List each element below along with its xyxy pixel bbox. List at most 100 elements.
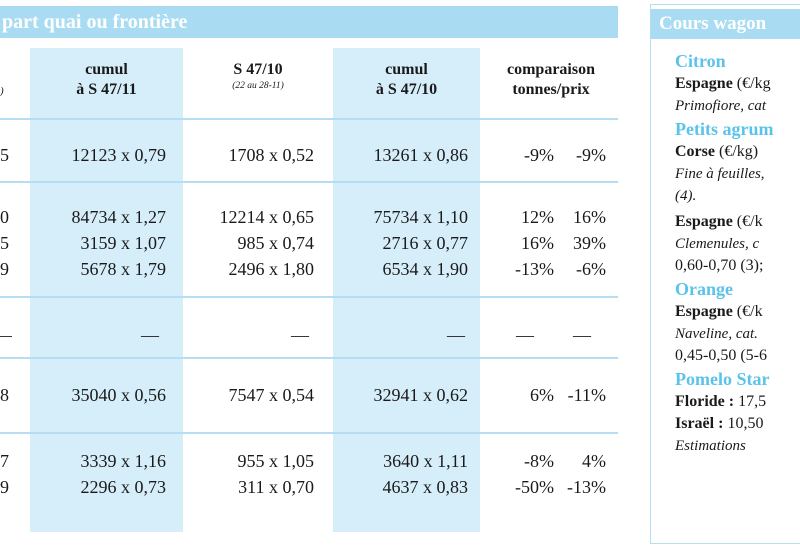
cell-cumul-10: 6534 x 1,90 — [382, 259, 469, 279]
cell-pct-tonnes: 12% — [521, 207, 554, 227]
variety-line: Fine à feuilles, — [675, 166, 765, 182]
cell-s47-10: 12214 x 0,65 — [219, 207, 315, 227]
header-line1: cumul — [85, 61, 128, 78]
fruit-heading-pomelo: Pomelo Star — [675, 369, 770, 389]
column-band-cumul-11 — [30, 48, 183, 532]
cell-pct-prix: 4% — [582, 451, 606, 471]
cell-pct-tonnes: 16% — [521, 233, 554, 253]
sidebar-title: Cours wagon — [651, 9, 800, 39]
divider — [0, 181, 618, 183]
column-band-cumul-10 — [333, 48, 480, 532]
row-edge-value: 0 — [0, 207, 9, 227]
cell-pct-prix: -9% — [576, 145, 606, 165]
unit-label: (€/kg) — [714, 143, 759, 160]
row-edge-value: 9 — [0, 477, 9, 497]
table-title: part quai ou frontière — [0, 6, 618, 38]
variety-line: (4). — [675, 188, 697, 204]
row-edge-value: 9 — [0, 259, 9, 279]
header-s47-10: S 47/10 (22 au 28-11) — [183, 60, 333, 92]
origin-name: Espagne — [675, 303, 733, 320]
cell-pct-prix: -13% — [567, 477, 606, 497]
origin-name: Israël : — [675, 415, 724, 432]
header-cumul-s47-11: cumul à S 47/11 — [30, 60, 183, 100]
cell-cumul-11: 84734 x 1,27 — [71, 207, 167, 227]
origin-line: Floride : 17,5 — [675, 391, 800, 413]
cell-pct-tonnes: — — [516, 325, 534, 345]
header-comparaison: comparaison tonnes/prix — [484, 60, 618, 100]
cell-s47-10: 1708 x 0,52 — [228, 145, 315, 165]
row-edge-value: 8 — [0, 385, 9, 405]
row-edge-value: 7 — [0, 451, 9, 471]
unit-label: (€/k — [732, 303, 763, 320]
origin-line: Israël : 10,50 — [675, 413, 800, 435]
divider — [0, 296, 618, 298]
origin-name: Espagne — [675, 213, 733, 230]
origin-line: Espagne (€/kg — [675, 73, 800, 95]
price-line: 0,60-0,70 (3); — [675, 257, 764, 274]
cell-s47-10: 311 x 0,70 — [238, 477, 314, 497]
divider — [0, 118, 618, 120]
fruit-heading-orange: Orange — [675, 279, 733, 299]
unit-label: (€/k — [732, 213, 763, 230]
cell-pct-tonnes: -8% — [524, 451, 554, 471]
sidebar-body: Citron Espagne (€/kg Primofiore, cat Pet… — [675, 49, 800, 457]
origin-line: Espagne (€/k — [675, 211, 800, 233]
origin-name: Floride : — [675, 393, 735, 410]
cell-cumul-11: 3159 x 1,07 — [80, 233, 167, 253]
cell-s47-10: 2496 x 1,80 — [228, 259, 315, 279]
cell-s47-10: — — [291, 325, 309, 345]
cell-pct-tonnes: 6% — [530, 385, 554, 405]
variety-line: Clemenules, c — [675, 236, 760, 252]
row-edge-value: 5 — [0, 233, 9, 253]
cell-cumul-11: 2296 x 0,73 — [80, 477, 167, 497]
cell-s47-10: 955 x 1,05 — [237, 451, 315, 471]
cell-cumul-10: 3640 x 1,11 — [383, 451, 468, 471]
header-line1: cumul — [385, 61, 428, 78]
cell-pct-tonnes: -50% — [515, 477, 554, 497]
cell-cumul-11: — — [141, 325, 159, 345]
header-line2: à S 47/10 — [375, 81, 438, 98]
cell-cumul-10: 75734 x 1,10 — [373, 207, 469, 227]
origin-name: Corse — [675, 143, 715, 160]
row-edge-value: — — [0, 324, 12, 346]
price-value: 10,50 — [723, 415, 764, 432]
header-line1: S 47/10 — [233, 61, 283, 78]
cell-cumul-10: 13261 x 0,86 — [373, 145, 469, 165]
variety-line: Naveline, cat. — [675, 326, 758, 342]
price-line: 0,45-0,50 (5-6 — [675, 347, 767, 364]
header-line1: comparaison — [507, 61, 595, 78]
header-subline: (22 au 28-11) — [232, 81, 284, 91]
origin-line: Corse (€/kg) — [675, 141, 800, 163]
cell-pct-prix: -11% — [567, 385, 606, 405]
estimations-note: Estimations — [675, 438, 746, 454]
fruit-heading-petits-agrumes: Petits agrum — [675, 119, 774, 139]
cell-pct-tonnes: -9% — [524, 145, 554, 165]
cell-pct-prix: — — [573, 325, 591, 345]
cell-cumul-11: 5678 x 1,79 — [80, 259, 167, 279]
price-value: 17,5 — [734, 393, 767, 410]
header-left-fragment: ) — [0, 85, 4, 97]
origin-line: Espagne (€/k — [675, 301, 800, 323]
unit-label: (€/kg — [732, 75, 771, 92]
header-line2: tonnes/prix — [512, 81, 590, 98]
cell-pct-prix: -6% — [576, 259, 606, 279]
cell-cumul-10: 2716 x 0,77 — [382, 233, 469, 253]
fruit-heading-citron: Citron — [675, 51, 726, 71]
cell-s47-10: 7547 x 0,54 — [228, 385, 315, 405]
cours-wagon-panel: Cours wagon Citron Espagne (€/kg Primofi… — [650, 4, 800, 544]
row-edge-value: 5 — [0, 145, 9, 165]
cell-cumul-11: 35040 x 0,56 — [71, 385, 167, 405]
divider — [0, 432, 618, 434]
cell-pct-prix: 39% — [573, 233, 606, 253]
cell-cumul-10: 32941 x 0,62 — [373, 385, 469, 405]
header-line2: à S 47/11 — [76, 81, 137, 98]
cell-pct-tonnes: -13% — [515, 259, 554, 279]
cell-pct-prix: 16% — [573, 207, 606, 227]
cell-cumul-10: 4637 x 0,83 — [382, 477, 469, 497]
cell-cumul-11: 12123 x 0,79 — [71, 145, 167, 165]
cell-cumul-10: — — [447, 325, 465, 345]
divider — [0, 357, 618, 359]
variety-line: Primofiore, cat — [675, 98, 767, 114]
cell-cumul-11: 3339 x 1,16 — [80, 451, 167, 471]
cell-s47-10: 985 x 0,74 — [237, 233, 315, 253]
